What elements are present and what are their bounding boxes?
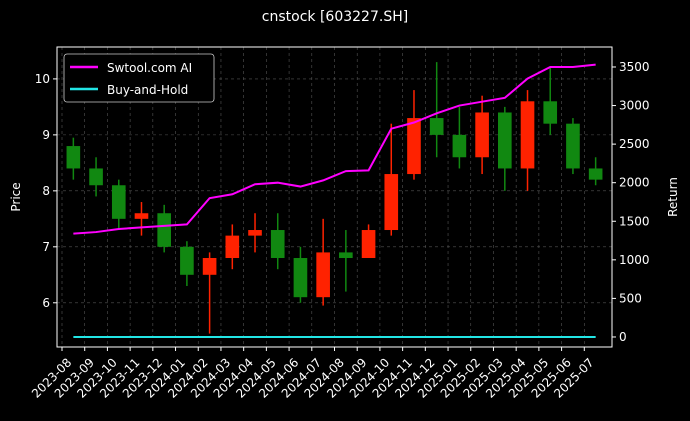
candle-body — [270, 230, 285, 259]
legend-box — [63, 53, 215, 103]
y-axis-label: Price — [9, 182, 23, 211]
candle-body — [248, 230, 262, 236]
y-tick-label: 10 — [35, 72, 50, 86]
candle-body — [452, 134, 467, 158]
y-tick-label: 8 — [42, 184, 50, 198]
candle-body — [520, 101, 535, 169]
candle-body — [566, 123, 580, 169]
candle-body — [293, 258, 308, 298]
legend-label: Swtool.com AI — [107, 61, 192, 75]
candle-body — [180, 246, 194, 275]
y-tick-label: 6 — [42, 296, 50, 310]
candle-body — [157, 213, 171, 247]
return-line — [73, 63, 596, 235]
candle-body — [588, 168, 603, 180]
candle-body — [202, 258, 217, 275]
chart-title: cnstock [603227.SH] — [262, 9, 408, 25]
candle-body — [361, 230, 376, 259]
candle-body — [89, 168, 103, 186]
candle-body — [429, 118, 444, 135]
legend: Swtool.com AI Buy-and-Hold — [63, 53, 215, 103]
legend-label: Buy-and-Hold — [107, 83, 188, 97]
candle-body — [475, 112, 489, 158]
y2-tick-label: 3000 — [619, 99, 650, 113]
y2-tick-label: 500 — [619, 291, 642, 305]
y-tick-label: 9 — [42, 128, 50, 142]
y-tick-label: 7 — [42, 240, 50, 254]
y2-tick-label: 0 — [619, 330, 627, 344]
candle-body — [111, 185, 126, 219]
y2-tick-label: 2500 — [619, 137, 650, 151]
candle-body — [407, 118, 421, 175]
candle-body — [339, 252, 353, 259]
candle-body — [498, 112, 512, 169]
candle-body — [316, 252, 330, 298]
y2-axis-label: Return — [666, 177, 680, 217]
candle-body — [134, 213, 149, 219]
candle-body — [225, 235, 240, 259]
candle-body — [66, 146, 81, 169]
y2-tick-label: 1500 — [619, 214, 650, 228]
candle-body — [543, 101, 558, 124]
y2-tick-label: 2000 — [619, 176, 650, 190]
candle-body — [384, 174, 399, 231]
y2-tick-label: 3500 — [619, 60, 650, 74]
plot-frame — [56, 46, 613, 348]
y2-tick-label: 1000 — [619, 253, 650, 267]
